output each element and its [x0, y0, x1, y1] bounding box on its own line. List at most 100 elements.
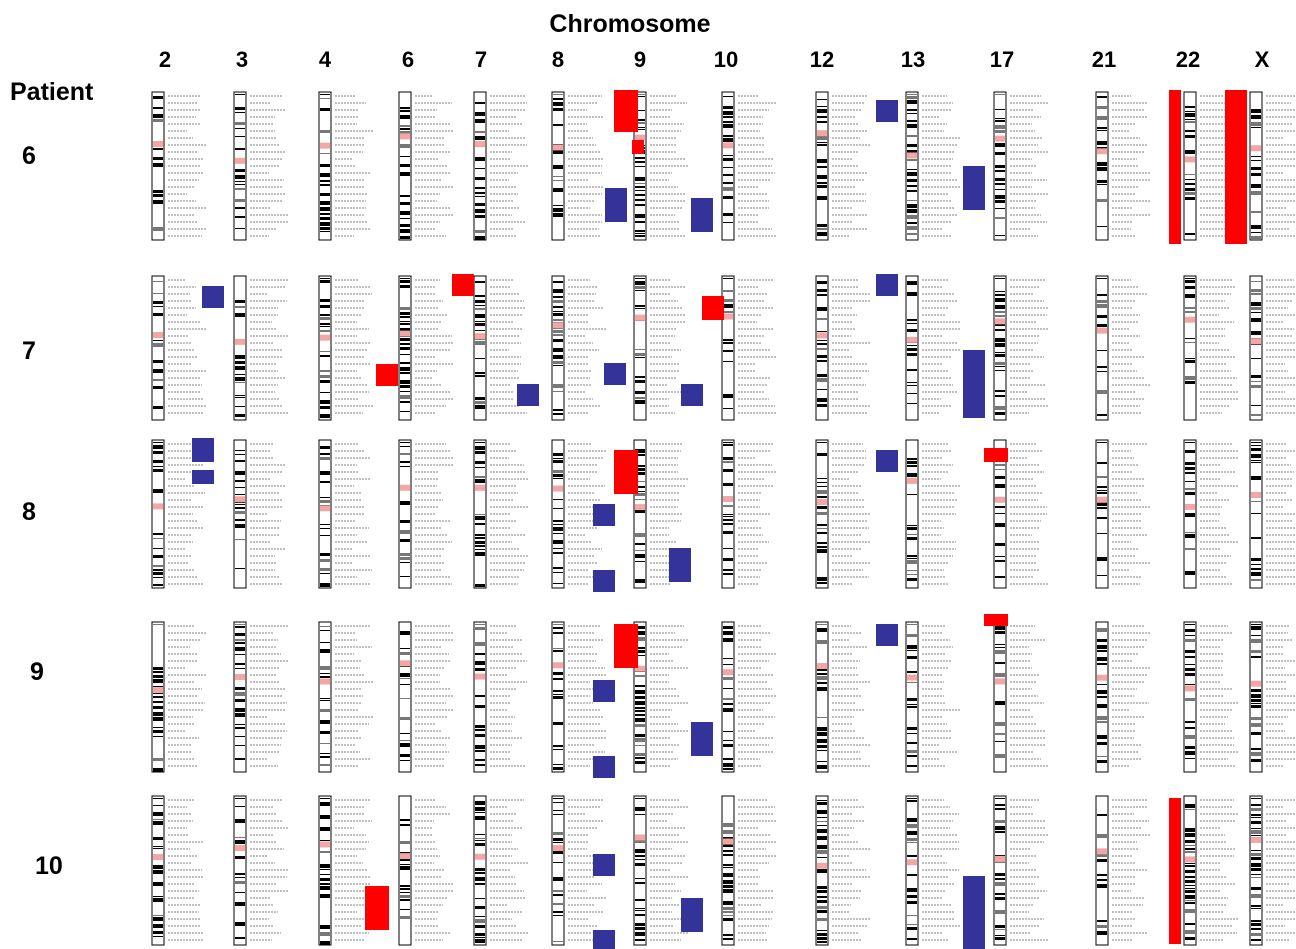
chromosome-band [475, 102, 485, 104]
chromosome-band [320, 731, 330, 734]
chromosome-band [153, 846, 163, 847]
chromosome-band [475, 534, 485, 536]
chromosome-label-10: 10 [713, 47, 739, 72]
patient-label-10: 10 [35, 852, 63, 880]
chromosome-band [1185, 863, 1195, 864]
chromosome-label-2: 2 [158, 47, 172, 72]
chromosome-band [1097, 476, 1107, 478]
chromosome-band [723, 222, 733, 223]
chromosome-band [400, 285, 410, 288]
chromosome-band [1251, 650, 1261, 653]
chromosome-band [553, 838, 563, 841]
chromosome-band [723, 915, 733, 916]
chromosome-band [475, 476, 485, 478]
chromosome-band [235, 94, 245, 95]
chromosome-band [907, 458, 917, 460]
chromosome-band [635, 183, 645, 184]
chromosome-band [320, 370, 330, 372]
copy-loss-marker [963, 166, 985, 210]
chromosome-band [635, 204, 645, 206]
chromosome-band [320, 864, 330, 868]
chromosome-band [907, 281, 917, 285]
copy-gain-marker [365, 886, 389, 930]
chromosome-band [1097, 756, 1107, 757]
chromosome-band [320, 217, 330, 220]
chromosome-band [995, 165, 1005, 168]
chromosome-band [1251, 808, 1261, 811]
chromosome-band [320, 925, 330, 929]
chromosome-band [153, 882, 163, 886]
chromosome-band [320, 231, 330, 232]
chromosome-band [995, 878, 1005, 880]
chromosome-band [995, 311, 1005, 313]
chromosome-band [907, 465, 917, 467]
chromosome-band [817, 159, 827, 163]
chromosome-band [553, 903, 563, 905]
chromosome-band [1097, 657, 1107, 661]
chromosome-band [1185, 311, 1195, 313]
chromosome-band [235, 837, 245, 838]
chromosome-band [817, 910, 827, 913]
chromosome-band [1185, 635, 1195, 636]
centromere [1251, 338, 1261, 345]
copy-loss-marker [202, 286, 224, 308]
chromosome-band [1185, 338, 1195, 339]
patient-label-8: 8 [22, 498, 36, 526]
chromosome-band [817, 136, 827, 140]
chromosome-band [995, 513, 1005, 514]
chromosome-band [723, 304, 733, 308]
chromosome-band [475, 624, 485, 625]
chromosome-band [723, 350, 733, 352]
chromosome-band [907, 179, 917, 182]
chromosome-band [400, 395, 410, 399]
chromosome-band [635, 724, 645, 727]
chromosome-band [995, 937, 1005, 940]
chromosome-band [995, 338, 1005, 342]
chromosome-band [153, 730, 163, 733]
chromosome-band [907, 645, 917, 649]
chromosome-band [907, 682, 917, 683]
chromosome-band [553, 648, 563, 649]
chromosome-band [235, 642, 245, 644]
chromosome-band [907, 329, 917, 332]
chromosome-band [553, 672, 563, 675]
chromosome-band [995, 189, 1005, 190]
chromosome-band [907, 323, 917, 324]
chromosome-band [320, 878, 330, 881]
chromosome-band [1097, 814, 1107, 816]
chromosome-band [475, 916, 485, 917]
chromosome-band [723, 569, 733, 571]
chromosome-band [635, 650, 645, 653]
centromere [995, 496, 1005, 503]
chromosome-band [1251, 933, 1261, 936]
copy-loss-marker [593, 854, 615, 876]
centromere [153, 687, 163, 694]
chromosome-band [400, 562, 410, 563]
chromosome-band [723, 938, 733, 940]
chromosome-band [400, 841, 410, 844]
chromosome-band [1097, 294, 1107, 296]
chromosome-band [320, 406, 330, 409]
chromosome-band [1097, 920, 1107, 922]
chromosome-band [995, 754, 1005, 758]
chromosome-band [817, 546, 827, 548]
chromosome-band [635, 221, 645, 223]
chromosome-band [235, 902, 245, 906]
chromosome-band [995, 217, 1005, 219]
chromosome-band [635, 281, 645, 285]
chromosome-band [1251, 537, 1261, 539]
chromosome-band [153, 466, 163, 467]
chromosome-band [1097, 180, 1107, 183]
chromosome-band [320, 840, 330, 841]
chromosome-band [553, 941, 563, 942]
chromosome-X-ideogram [1249, 275, 1263, 421]
copy-gain-marker [984, 448, 1008, 462]
chromosome-band [235, 112, 245, 113]
chromosome-band [1185, 307, 1195, 309]
chromosome-band [817, 182, 827, 184]
chromosome-band [475, 816, 485, 820]
chromosome-band [553, 165, 563, 169]
chromosome-band [320, 392, 330, 393]
chromosome-band [817, 185, 827, 188]
chromosome-band [635, 177, 645, 181]
